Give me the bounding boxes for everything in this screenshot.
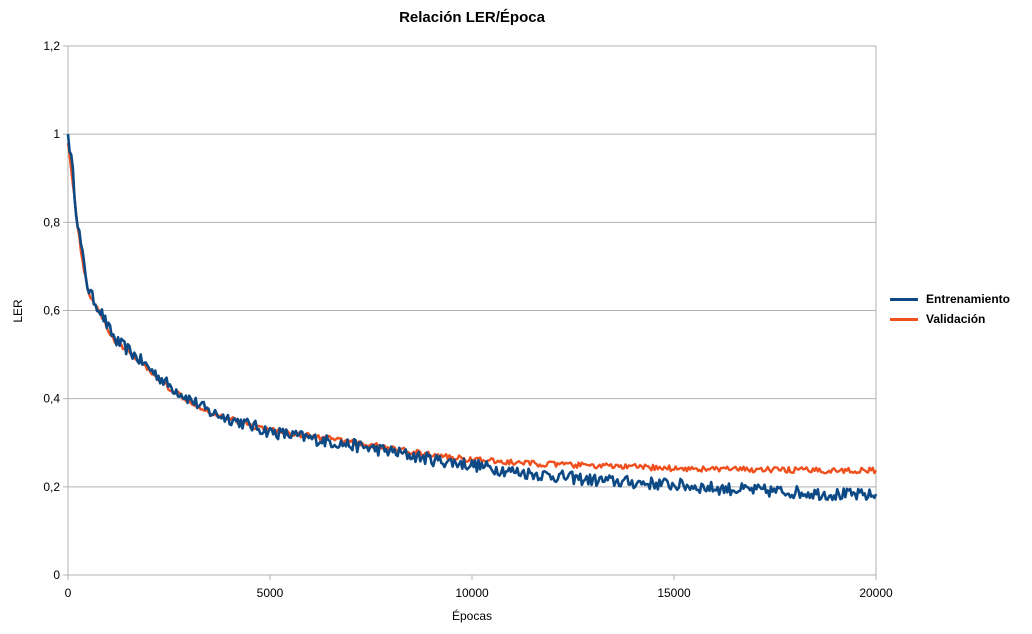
y-tick-label: 0,4 <box>43 392 60 406</box>
y-tick-label: 0,8 <box>43 215 60 229</box>
legend: Entrenamiento Validación <box>890 289 1010 329</box>
series-line-validacion <box>66 142 878 475</box>
x-tick-label: 20000 <box>859 586 893 600</box>
x-axis-title: Épocas <box>452 608 492 623</box>
legend-swatch <box>890 317 918 321</box>
tick-label-layer: 0 0,2 0,4 0,6 0,8 1 1,2 0 5000 10000 15000 20000 <box>43 39 893 600</box>
x-tick-label: 10000 <box>455 586 489 600</box>
y-tick-label: 1,2 <box>43 39 60 53</box>
x-tick-label: 15000 <box>657 586 691 600</box>
y-tick-label: 0,6 <box>43 304 60 318</box>
series-layer <box>66 134 878 502</box>
grid-layer <box>68 45 876 576</box>
y-tick-label: 1 <box>53 127 60 141</box>
axis-layer <box>63 45 877 580</box>
x-tick-label: 0 <box>65 586 72 600</box>
legend-label: Entrenamiento <box>926 292 1011 306</box>
chart-title: Relación LER/Época <box>399 9 545 26</box>
legend-item: Validación <box>890 309 1010 329</box>
x-tick-label: 5000 <box>257 586 284 600</box>
legend-label: Validación <box>926 312 986 326</box>
legend-item: Entrenamiento <box>890 289 1010 309</box>
y-tick-label: 0 <box>53 568 60 582</box>
y-axis-title: LER <box>11 299 25 323</box>
legend-swatch <box>890 297 918 301</box>
series-line-entrenamiento <box>66 134 878 502</box>
y-tick-label: 0,2 <box>43 480 60 494</box>
